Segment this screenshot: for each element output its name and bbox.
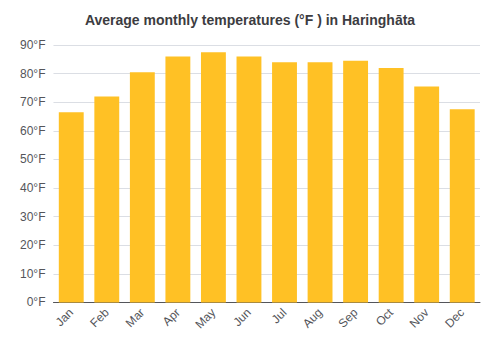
svg-text:Aug: Aug: [300, 306, 325, 331]
svg-text:Feb: Feb: [87, 305, 112, 330]
svg-text:Mar: Mar: [123, 306, 148, 330]
svg-text:Oct: Oct: [373, 305, 397, 329]
svg-text:10°F: 10°F: [20, 267, 45, 281]
svg-text:Nov: Nov: [407, 306, 432, 331]
svg-text:Jan: Jan: [53, 306, 77, 330]
svg-text:Jun: Jun: [230, 306, 254, 330]
svg-text:Dec: Dec: [442, 306, 467, 331]
svg-text:Sep: Sep: [336, 305, 361, 330]
svg-text:Average monthly temperatures (: Average monthly temperatures (°F ) in Ha…: [85, 12, 415, 28]
svg-text:50°F: 50°F: [20, 152, 45, 166]
svg-text:May: May: [192, 306, 218, 332]
svg-text:Jul: Jul: [269, 306, 290, 327]
svg-text:60°F: 60°F: [20, 124, 45, 138]
svg-text:20°F: 20°F: [20, 238, 45, 252]
svg-text:70°F: 70°F: [20, 95, 45, 109]
svg-text:90°F: 90°F: [20, 38, 45, 52]
svg-text:80°F: 80°F: [20, 67, 45, 81]
svg-text:40°F: 40°F: [20, 181, 45, 195]
svg-text:30°F: 30°F: [20, 210, 45, 224]
svg-text:0°F: 0°F: [27, 295, 46, 309]
svg-text:Apr: Apr: [160, 306, 183, 329]
